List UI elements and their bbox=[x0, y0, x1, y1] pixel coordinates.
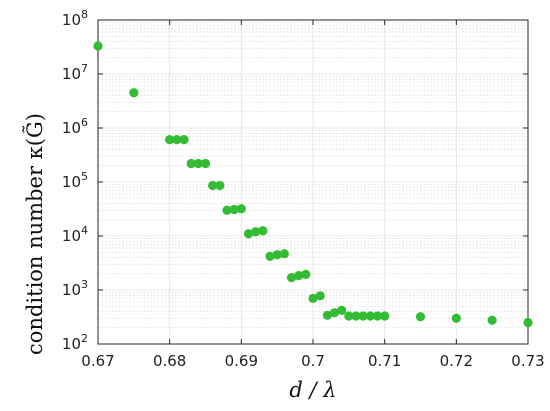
x-tick-label: 0.7 bbox=[301, 352, 325, 370]
data-point bbox=[186, 158, 196, 169]
data-point bbox=[301, 269, 311, 279]
y-tick-label: 104 bbox=[62, 224, 88, 245]
data-point bbox=[372, 311, 383, 321]
x-tick-label: 0.72 bbox=[440, 352, 473, 370]
data-point bbox=[344, 311, 354, 321]
data-point bbox=[272, 250, 282, 260]
data-point bbox=[215, 180, 225, 191]
data-points bbox=[93, 41, 533, 328]
data-point bbox=[251, 227, 261, 237]
data-point bbox=[294, 270, 304, 281]
data-point bbox=[93, 41, 103, 51]
data-point bbox=[222, 205, 232, 215]
x-tick-label: 0.67 bbox=[81, 352, 114, 370]
x-tick-label: 0.69 bbox=[225, 352, 258, 370]
data-point bbox=[265, 251, 275, 261]
axis-ticks bbox=[97, 19, 529, 345]
x-tick-labels: 0.67 0.68 0.69 0.7 0.71 0.72 0.73 bbox=[81, 352, 544, 370]
data-point bbox=[172, 134, 182, 145]
x-tick-label: 0.73 bbox=[511, 352, 544, 370]
data-point bbox=[165, 134, 175, 145]
y-axis-label: condition number κ(G̃) bbox=[23, 113, 47, 355]
x-tick-label: 0.68 bbox=[153, 352, 186, 370]
data-point bbox=[415, 312, 426, 322]
data-point bbox=[279, 249, 289, 259]
y-tick-label: 106 bbox=[62, 116, 88, 137]
data-point bbox=[308, 293, 318, 303]
y-tick-labels: 102 103 104 105 106 107 108 bbox=[62, 8, 88, 353]
data-point bbox=[329, 308, 340, 318]
y-tick-label: 102 bbox=[62, 332, 88, 353]
data-point bbox=[380, 311, 390, 321]
data-point bbox=[358, 311, 368, 321]
data-point bbox=[179, 134, 189, 145]
data-point bbox=[351, 311, 361, 321]
data-point bbox=[193, 158, 203, 169]
data-point bbox=[243, 229, 254, 239]
data-point bbox=[337, 305, 347, 315]
data-point bbox=[451, 313, 461, 323]
data-point bbox=[487, 315, 497, 325]
y-tick-label: 105 bbox=[62, 170, 88, 191]
data-point bbox=[200, 158, 211, 169]
data-point bbox=[286, 272, 297, 283]
data-point bbox=[523, 317, 533, 328]
data-point bbox=[365, 311, 375, 321]
data-point bbox=[322, 310, 332, 320]
data-point bbox=[129, 88, 139, 98]
data-point bbox=[258, 226, 268, 236]
y-tick-label: 107 bbox=[62, 62, 88, 83]
y-tick-label: 103 bbox=[62, 278, 88, 299]
data-point bbox=[315, 291, 325, 301]
data-point bbox=[229, 204, 239, 215]
data-point bbox=[208, 180, 218, 191]
x-axis-label: d / λ bbox=[289, 378, 336, 402]
data-point bbox=[236, 204, 246, 214]
x-tick-label: 0.71 bbox=[368, 352, 401, 370]
y-tick-label: 108 bbox=[62, 8, 88, 29]
